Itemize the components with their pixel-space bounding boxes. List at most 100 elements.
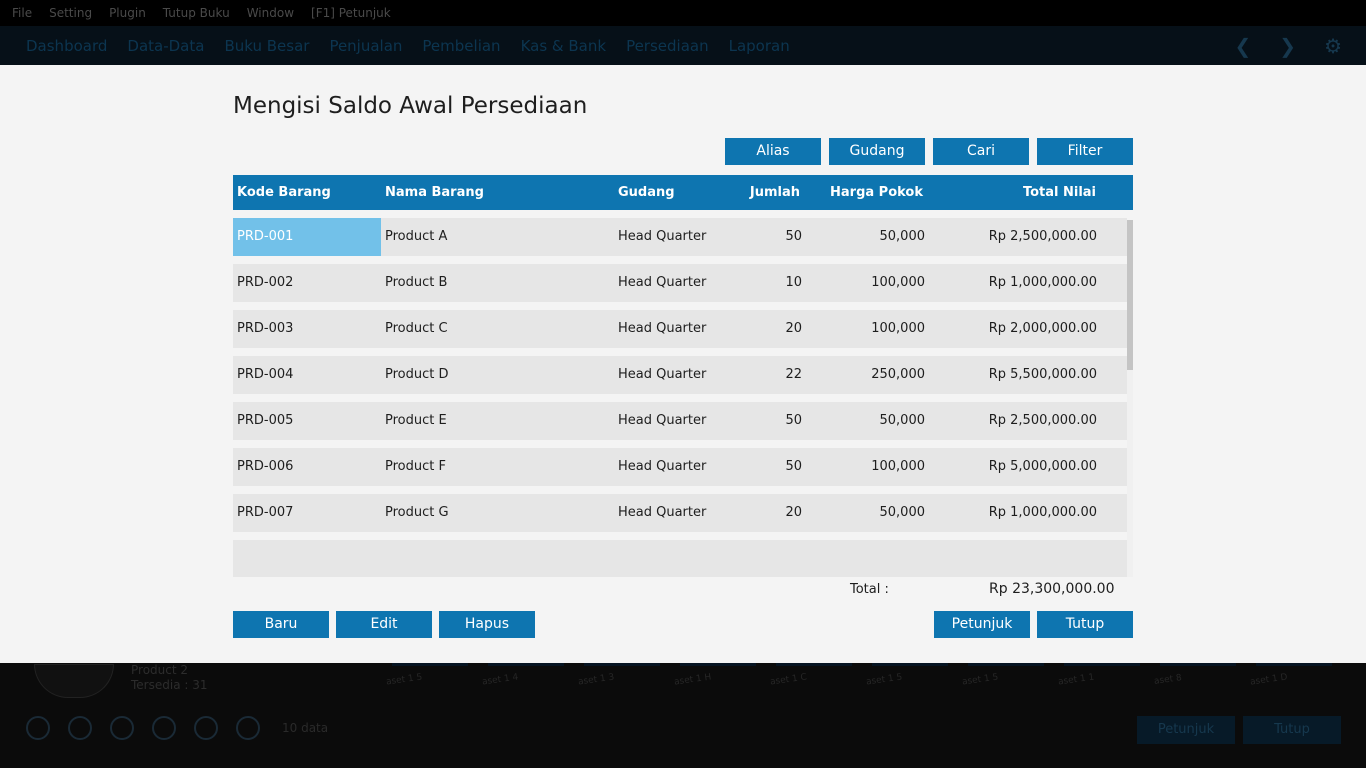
background-tutup-button[interactable]: Tutup [1243,716,1341,744]
cell-gudang[interactable]: Head Quarter [618,229,707,244]
background-product-stock: Tersedia : 31 [131,678,208,692]
new-row[interactable] [233,540,1127,577]
background-column: aset 1 5 [860,663,956,691]
vertical-scrollbar[interactable] [1127,220,1133,577]
cari-button[interactable]: Cari [933,138,1029,165]
nav-kas-bank[interactable]: Kas & Bank [520,36,607,55]
cell-nama[interactable]: Product C [385,321,448,336]
cell-nama[interactable]: Product B [385,275,448,290]
nav-dashboard[interactable]: Dashboard [26,36,108,55]
cell-kode[interactable]: PRD-001 [237,229,294,244]
back-icon[interactable]: ❮ [1234,34,1252,58]
nav-laporan[interactable]: Laporan [728,36,790,55]
table-row[interactable]: PRD-003 Product C Head Quarter 20 100,00… [233,310,1127,348]
selected-cell[interactable] [233,218,381,256]
delete-icon[interactable] [110,716,134,740]
cell-total: Rp 2,000,000.00 [988,321,1097,336]
cell-jumlah[interactable]: 50 [785,229,802,244]
cell-nama[interactable]: Product D [385,367,449,382]
cell-gudang[interactable]: Head Quarter [618,413,707,428]
refresh-icon[interactable] [152,716,176,740]
cell-nama[interactable]: Product A [385,229,448,244]
table-row[interactable]: PRD-006 Product F Head Quarter 50 100,00… [233,448,1127,486]
cell-jumlah[interactable]: 22 [785,367,802,382]
column-header-nama[interactable]: Nama Barang [385,185,484,200]
table-row[interactable]: PRD-007 Product G Head Quarter 20 50,000… [233,494,1127,532]
table-row[interactable]: PRD-004 Product D Head Quarter 22 250,00… [233,356,1127,394]
hapus-button[interactable]: Hapus [439,611,535,638]
column-header-gudang[interactable]: Gudang [618,185,675,200]
nav-penjualan[interactable]: Penjualan [329,36,403,55]
nav-pembelian[interactable]: Pembelian [422,36,501,55]
cell-kode[interactable]: PRD-006 [237,459,294,474]
column-header-harga[interactable]: Harga Pokok [830,185,923,200]
cell-harga[interactable]: 50,000 [879,505,926,520]
column-header-jumlah[interactable]: Jumlah [749,185,800,200]
nav-buku-besar[interactable]: Buku Besar [224,36,310,55]
table-row[interactable]: PRD-001 Product A Head Quarter 50 50,000… [233,218,1127,256]
cell-gudang[interactable]: Head Quarter [618,505,707,520]
background-column-label: aset 8 [1153,673,1183,687]
edit-icon[interactable] [68,716,92,740]
cell-total: Rp 2,500,000.00 [988,229,1097,244]
background-column-label: aset 1 H [673,672,713,688]
cell-nama[interactable]: Product E [385,413,447,428]
nav-persediaan[interactable]: Persediaan [626,36,709,55]
main-nav: Dashboard Data-Data Buku Besar Penjualan… [0,26,1366,65]
nav-icons: ❮ ❯ ⚙ [1235,34,1342,58]
background-column: aset 1 D [1244,663,1340,691]
cell-total: Rp 1,000,000.00 [988,275,1097,290]
background-petunjuk-button[interactable]: Petunjuk [1137,716,1235,744]
menu-setting[interactable]: Setting [49,6,93,20]
column-header-total[interactable]: Total Nilai [1022,185,1096,200]
cell-harga[interactable]: 100,000 [871,459,925,474]
menu-petunjuk[interactable]: [F1] Petunjuk [311,6,391,20]
cell-jumlah[interactable]: 50 [785,459,802,474]
cell-jumlah[interactable]: 10 [785,275,802,290]
forward-icon[interactable]: ❯ [1279,34,1297,58]
gudang-button[interactable]: Gudang [829,138,925,165]
nav-data-data[interactable]: Data-Data [127,36,205,55]
cell-kode[interactable]: PRD-005 [237,413,294,428]
cell-harga[interactable]: 50,000 [879,413,926,428]
menu-file[interactable]: File [12,6,33,20]
sync-icon[interactable] [236,716,260,740]
column-header-kode[interactable]: Kode Barang [237,185,331,200]
alias-button[interactable]: Alias [725,138,821,165]
cell-kode[interactable]: PRD-004 [237,367,294,382]
cell-kode[interactable]: PRD-002 [237,275,294,290]
cell-jumlah[interactable]: 20 [785,321,802,336]
filter-button[interactable]: Filter [1037,138,1133,165]
add-icon[interactable] [26,716,50,740]
cell-nama[interactable]: Product F [385,459,446,474]
table-header: Kode Barang Nama Barang Gudang Jumlah Ha… [233,175,1133,210]
download-icon[interactable] [194,716,218,740]
cell-jumlah[interactable]: 20 [785,505,802,520]
background-column: aset 1 4 [476,663,572,691]
menu-tutup-buku[interactable]: Tutup Buku [162,6,230,20]
cell-nama[interactable]: Product G [385,505,449,520]
cell-harga[interactable]: 250,000 [871,367,925,382]
cell-total: Rp 2,500,000.00 [988,413,1097,428]
cell-harga[interactable]: 50,000 [879,229,926,244]
cell-jumlah[interactable]: 50 [785,413,802,428]
cell-harga[interactable]: 100,000 [871,321,925,336]
cell-gudang[interactable]: Head Quarter [618,275,707,290]
edit-button[interactable]: Edit [336,611,432,638]
cell-kode[interactable]: PRD-003 [237,321,294,336]
tutup-button[interactable]: Tutup [1037,611,1133,638]
table-row[interactable]: PRD-002 Product B Head Quarter 10 100,00… [233,264,1127,302]
cell-kode[interactable]: PRD-007 [237,505,294,520]
menu-plugin[interactable]: Plugin [109,6,146,20]
background-column: aset 1 H [668,663,764,691]
cell-gudang[interactable]: Head Quarter [618,321,707,336]
cell-gudang[interactable]: Head Quarter [618,367,707,382]
cell-harga[interactable]: 100,000 [871,275,925,290]
baru-button[interactable]: Baru [233,611,329,638]
petunjuk-button[interactable]: Petunjuk [934,611,1030,638]
cell-gudang[interactable]: Head Quarter [618,459,707,474]
gear-icon[interactable]: ⚙ [1324,34,1342,58]
table-row[interactable]: PRD-005 Product E Head Quarter 50 50,000… [233,402,1127,440]
menu-window[interactable]: Window [246,6,295,20]
scrollbar-thumb[interactable] [1127,220,1133,370]
